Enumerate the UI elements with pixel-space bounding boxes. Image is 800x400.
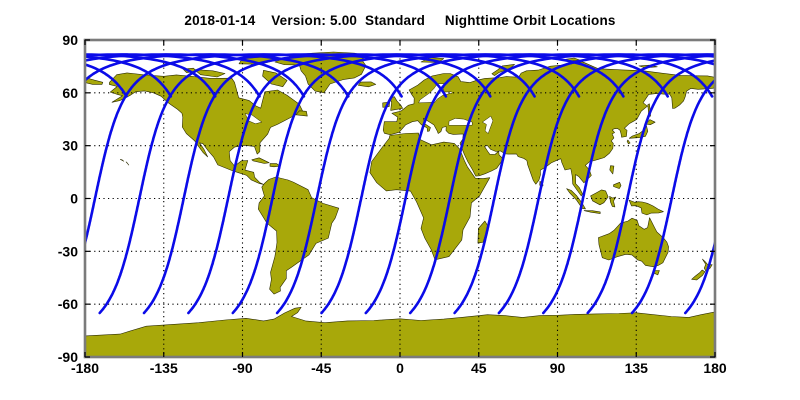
- landmass-new-guinea: [628, 199, 664, 216]
- landmass-victoria-island: [194, 69, 226, 78]
- orbit-track-5: [231, 53, 581, 315]
- landmass-chukotka-west-of-dateline: [85, 77, 104, 85]
- landmass-south-america: [258, 176, 340, 295]
- x-tick-label-180: 180: [703, 360, 727, 376]
- landmass-antarctica: [85, 307, 715, 357]
- orbit-track-13: [85, 53, 306, 98]
- landmass-hawaii-2: [125, 161, 130, 166]
- landmass-madagascar: [477, 220, 489, 244]
- orbit-track-6: [275, 53, 625, 315]
- landmass-britain: [389, 96, 403, 111]
- landmass-luzon: [609, 165, 615, 175]
- landmass-borneo: [590, 189, 609, 206]
- landmass-hispaniola: [269, 163, 281, 168]
- y-tick-label-90: 90: [62, 32, 78, 48]
- landmass-cuba: [251, 157, 270, 164]
- orbit-track-10: [453, 53, 715, 315]
- landmass-newfoundland: [295, 110, 308, 117]
- water-black-sea: [448, 118, 473, 126]
- y-tick-label--60: -60: [58, 296, 78, 312]
- orbit-track-3: [774, 54, 800, 313]
- orbit-track-14: [85, 53, 350, 98]
- x-tick-label--90: -90: [232, 360, 252, 376]
- orbit-track-4: [187, 53, 536, 315]
- chart-title: 2018-01-14 Version: 5.00 Standard Nightt…: [184, 13, 616, 28]
- landmass-kyushu: [626, 139, 631, 145]
- landmass-java: [583, 210, 601, 214]
- y-tick-label-60: 60: [62, 85, 78, 101]
- orbit-track-11: [497, 53, 715, 315]
- water-caspian-sea: [481, 115, 494, 134]
- landmass-novaya-zemlya: [491, 64, 515, 76]
- orbit-track-2: [730, 54, 800, 313]
- orbit-track-1: [85, 53, 403, 249]
- orbit-track-1: [684, 237, 715, 315]
- x-tick-label--135: -135: [150, 360, 178, 376]
- x-tick-label--180: -180: [71, 360, 99, 376]
- x-tick-label-90: 90: [550, 360, 566, 376]
- orbit-track-7: [320, 53, 669, 315]
- landmass-north-america: [109, 72, 303, 185]
- landmass-mindanao: [613, 182, 622, 189]
- orbit-track-9: [408, 53, 715, 315]
- x-tick-label-0: 0: [396, 360, 404, 376]
- orbit-track-7: [0, 54, 38, 313]
- orbit-track-3: [142, 53, 492, 315]
- landmass-eurasia: [382, 61, 715, 197]
- orbit-track-12: [85, 53, 261, 98]
- orbit-track-2: [98, 53, 448, 315]
- landmass-nz-north-island: [702, 258, 713, 272]
- map-layer: [0, 40, 800, 357]
- landmass-iceland: [358, 81, 377, 88]
- orbit-track-14: [630, 78, 715, 315]
- landmass-hawaii-1: [120, 159, 125, 162]
- landmass-hokkaido: [645, 119, 656, 125]
- y-tick-label--90: -90: [58, 349, 78, 365]
- x-tick-label-45: 45: [471, 360, 487, 376]
- landmass-nz-south-island: [691, 269, 706, 281]
- orbit-track-13: [586, 59, 715, 315]
- y-tick-label-30: 30: [62, 138, 78, 154]
- x-tick-label-135: 135: [625, 360, 649, 376]
- landmass-australia: [598, 217, 669, 268]
- y-tick-label-0: 0: [70, 191, 78, 207]
- orbit-track-12: [542, 54, 715, 315]
- y-tick-label--30: -30: [58, 243, 78, 259]
- orbit-track-8: [364, 53, 714, 315]
- x-tick-label--45: -45: [311, 360, 331, 376]
